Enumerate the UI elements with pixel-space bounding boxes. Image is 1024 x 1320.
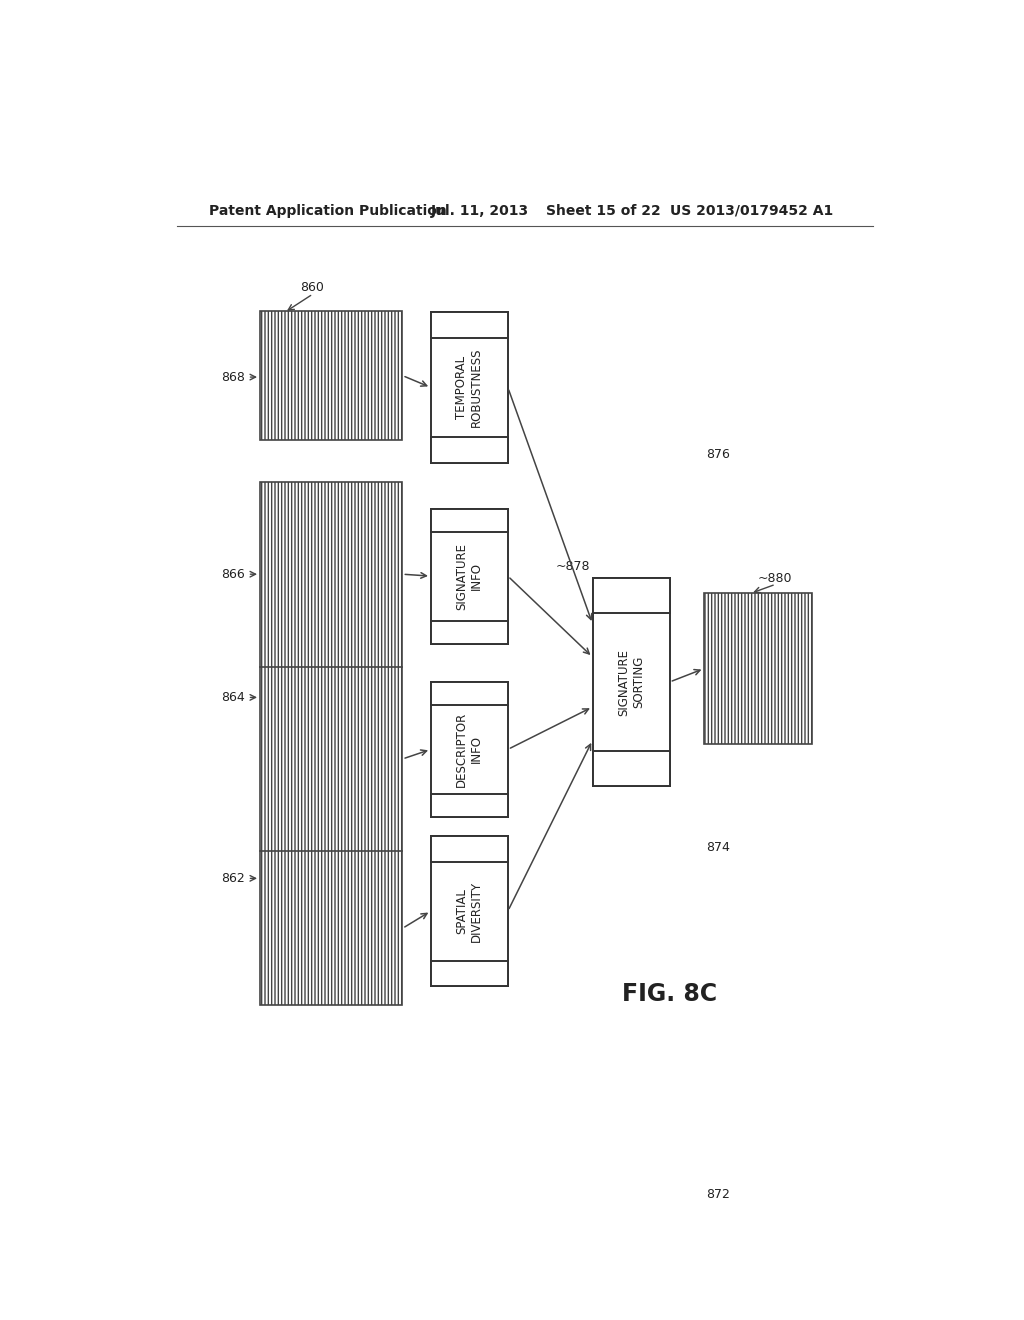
Bar <box>593 578 670 785</box>
Text: 876: 876 <box>706 449 730 462</box>
Bar <box>431 793 508 817</box>
Bar <box>431 836 508 862</box>
Bar <box>593 578 670 614</box>
Text: TEMPORAL
ROBUSTNESS: TEMPORAL ROBUSTNESS <box>456 347 483 428</box>
Bar <box>431 620 508 644</box>
Text: Sheet 15 of 22: Sheet 15 of 22 <box>547 203 662 218</box>
Bar <box>593 751 670 785</box>
Bar <box>431 836 508 986</box>
Text: 868: 868 <box>220 371 245 384</box>
Bar <box>431 508 508 644</box>
Text: 862: 862 <box>221 871 245 884</box>
Bar <box>431 508 508 532</box>
Bar <box>431 313 508 338</box>
Bar <box>431 961 508 986</box>
Bar <box>705 594 812 743</box>
Text: FIG. 8C: FIG. 8C <box>622 982 717 1006</box>
Bar <box>431 682 508 705</box>
Text: 864: 864 <box>221 690 245 704</box>
Text: Jul. 11, 2013: Jul. 11, 2013 <box>431 203 529 218</box>
Text: US 2013/0179452 A1: US 2013/0179452 A1 <box>670 203 833 218</box>
Text: SPATIAL
DIVERSITY: SPATIAL DIVERSITY <box>456 880 483 941</box>
Bar <box>431 682 508 817</box>
Text: ~880: ~880 <box>758 572 793 585</box>
Text: ~878: ~878 <box>556 560 590 573</box>
Text: 874: 874 <box>706 841 730 854</box>
Bar <box>260 482 402 1006</box>
Bar <box>431 437 508 462</box>
Bar <box>260 312 402 441</box>
Text: DESCRIPTOR
INFO: DESCRIPTOR INFO <box>456 711 483 787</box>
Text: SIGNATURE
INFO: SIGNATURE INFO <box>456 543 483 610</box>
Text: 866: 866 <box>221 568 245 581</box>
Bar <box>431 313 508 462</box>
Text: 860: 860 <box>300 281 324 294</box>
Text: Patent Application Publication: Patent Application Publication <box>209 203 446 218</box>
Text: 872: 872 <box>706 1188 730 1201</box>
Text: SIGNATURE
SORTING: SIGNATURE SORTING <box>617 648 645 715</box>
